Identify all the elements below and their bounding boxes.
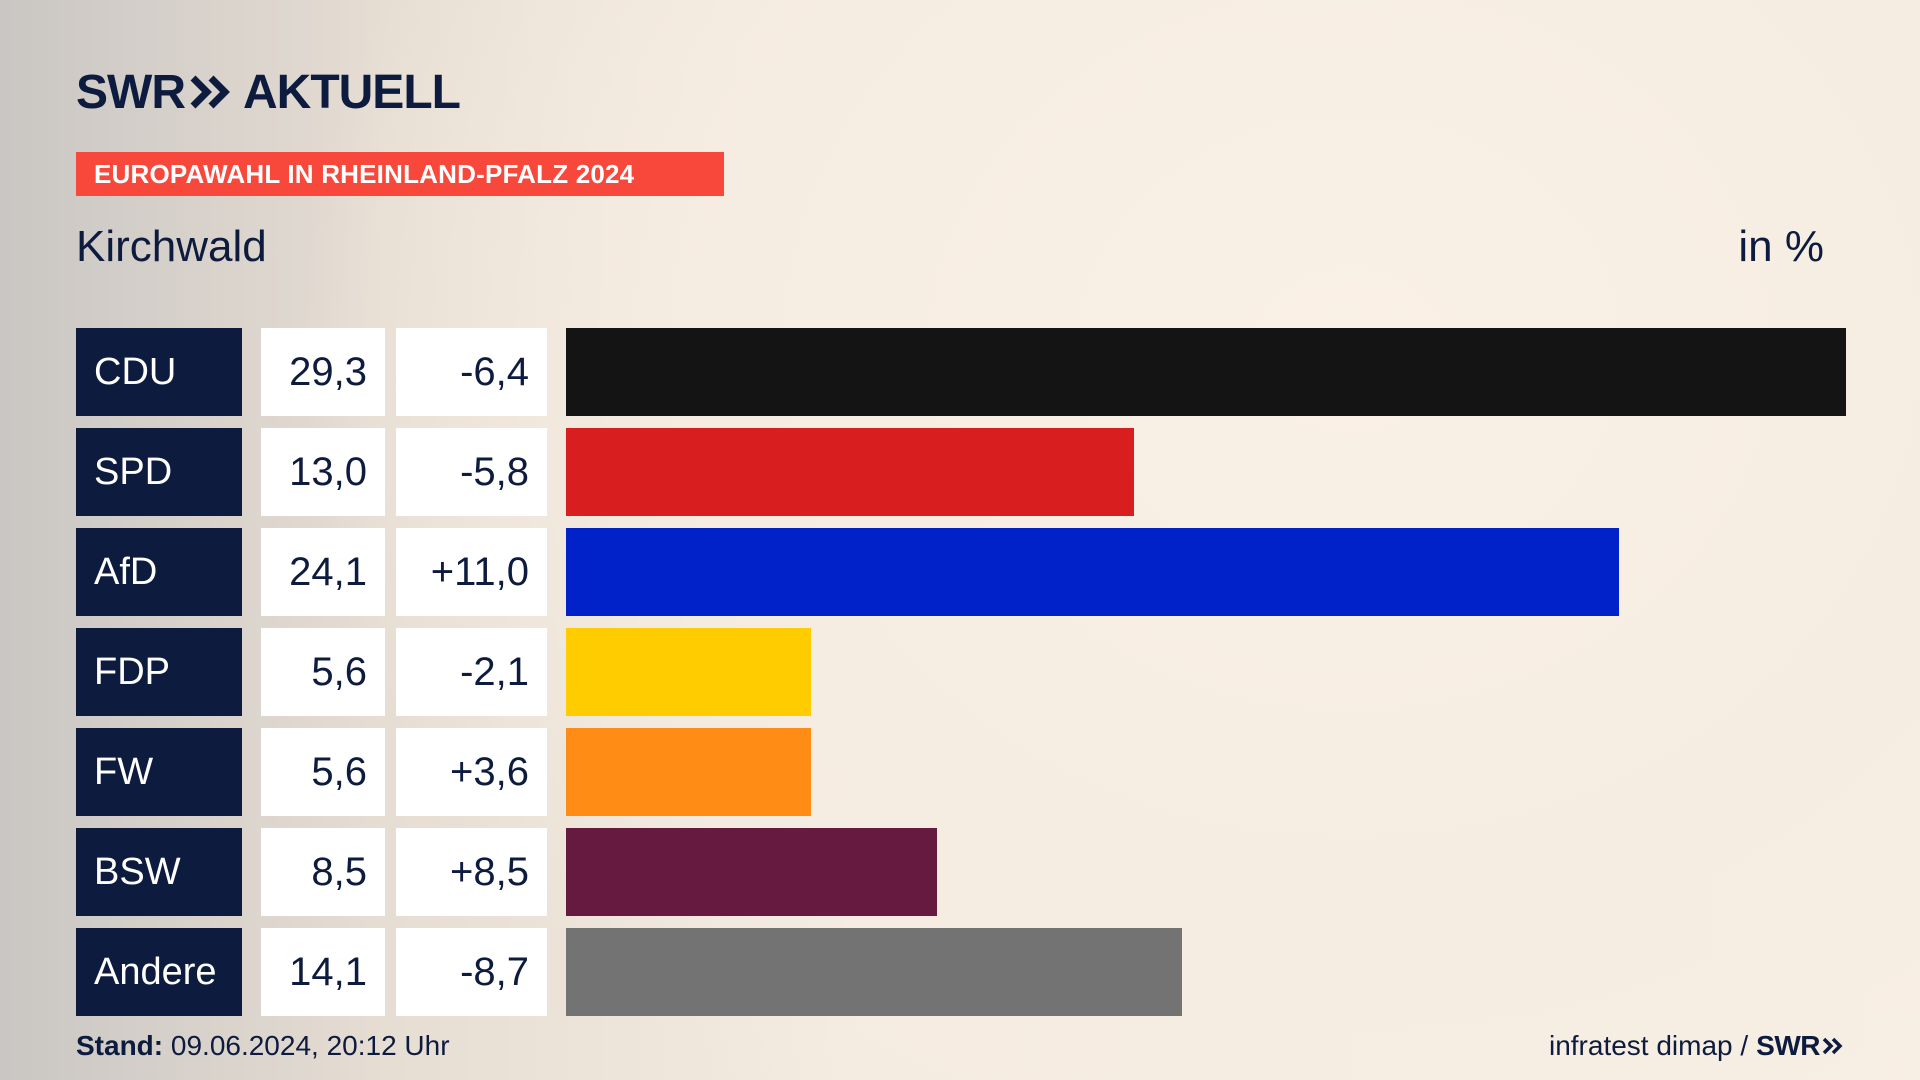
vote-share-value: 29,3 — [261, 328, 385, 416]
bar-spd — [566, 428, 1134, 516]
source-text: infratest dimap / — [1548, 1030, 1749, 1061]
stand-label: Stand: — [76, 1030, 164, 1061]
party-label: FDP — [76, 628, 242, 716]
swr-aktuell-logo: SWR AKTUELL — [76, 65, 461, 119]
brand-swr: SWR — [76, 65, 186, 119]
stand-value: 09.06.2024, 20:12 Uhr — [170, 1030, 450, 1061]
vote-share-value: 5,6 — [261, 728, 385, 816]
bar-andere — [566, 928, 1182, 1016]
party-label: SPD — [76, 428, 242, 516]
result-row: SPD 13,0 -5,8 — [76, 428, 1846, 516]
change-value: -8,7 — [396, 928, 547, 1016]
bar-fw — [566, 728, 811, 816]
result-row: FW 5,6 +3,6 — [76, 728, 1846, 816]
source-brand: SWR — [1756, 1030, 1820, 1061]
bar-afd — [566, 528, 1619, 616]
result-row: FDP 5,6 -2,1 — [76, 628, 1846, 716]
change-value: +8,5 — [396, 828, 547, 916]
change-value: -6,4 — [396, 328, 547, 416]
vote-share-value: 24,1 — [261, 528, 385, 616]
change-value: -2,1 — [396, 628, 547, 716]
source-credit: infratest dimap / SWR — [1549, 1030, 1844, 1062]
result-row: BSW 8,5 +8,5 — [76, 828, 1846, 916]
vote-share-value: 5,6 — [261, 628, 385, 716]
double-chevron-icon-small — [1822, 1037, 1843, 1055]
bar-cdu — [566, 328, 1846, 416]
vote-share-value: 13,0 — [261, 428, 385, 516]
result-row: CDU 29,3 -6,4 — [76, 328, 1846, 416]
party-label: BSW — [76, 828, 242, 916]
party-label: FW — [76, 728, 242, 816]
place-title: Kirchwald — [76, 222, 267, 271]
double-chevron-icon — [190, 75, 230, 109]
party-label: AfD — [76, 528, 242, 616]
result-row: AfD 24,1 +11,0 — [76, 528, 1846, 616]
vote-share-value: 8,5 — [261, 828, 385, 916]
election-banner: EUROPAWAHL IN RHEINLAND-PFALZ 2024 — [76, 152, 724, 196]
timestamp: Stand: 09.06.2024, 20:12 Uhr — [76, 1030, 450, 1062]
bar-fdp — [566, 628, 811, 716]
result-row: Andere 14,1 -8,7 — [76, 928, 1846, 1016]
bar-bsw — [566, 828, 937, 916]
party-label: Andere — [76, 928, 242, 1016]
change-value: +11,0 — [396, 528, 547, 616]
change-value: +3,6 — [396, 728, 547, 816]
unit-label: in % — [1738, 222, 1824, 271]
brand-aktuell: AKTUELL — [242, 65, 461, 119]
party-label: CDU — [76, 328, 242, 416]
vote-share-value: 14,1 — [261, 928, 385, 1016]
change-value: -5,8 — [396, 428, 547, 516]
